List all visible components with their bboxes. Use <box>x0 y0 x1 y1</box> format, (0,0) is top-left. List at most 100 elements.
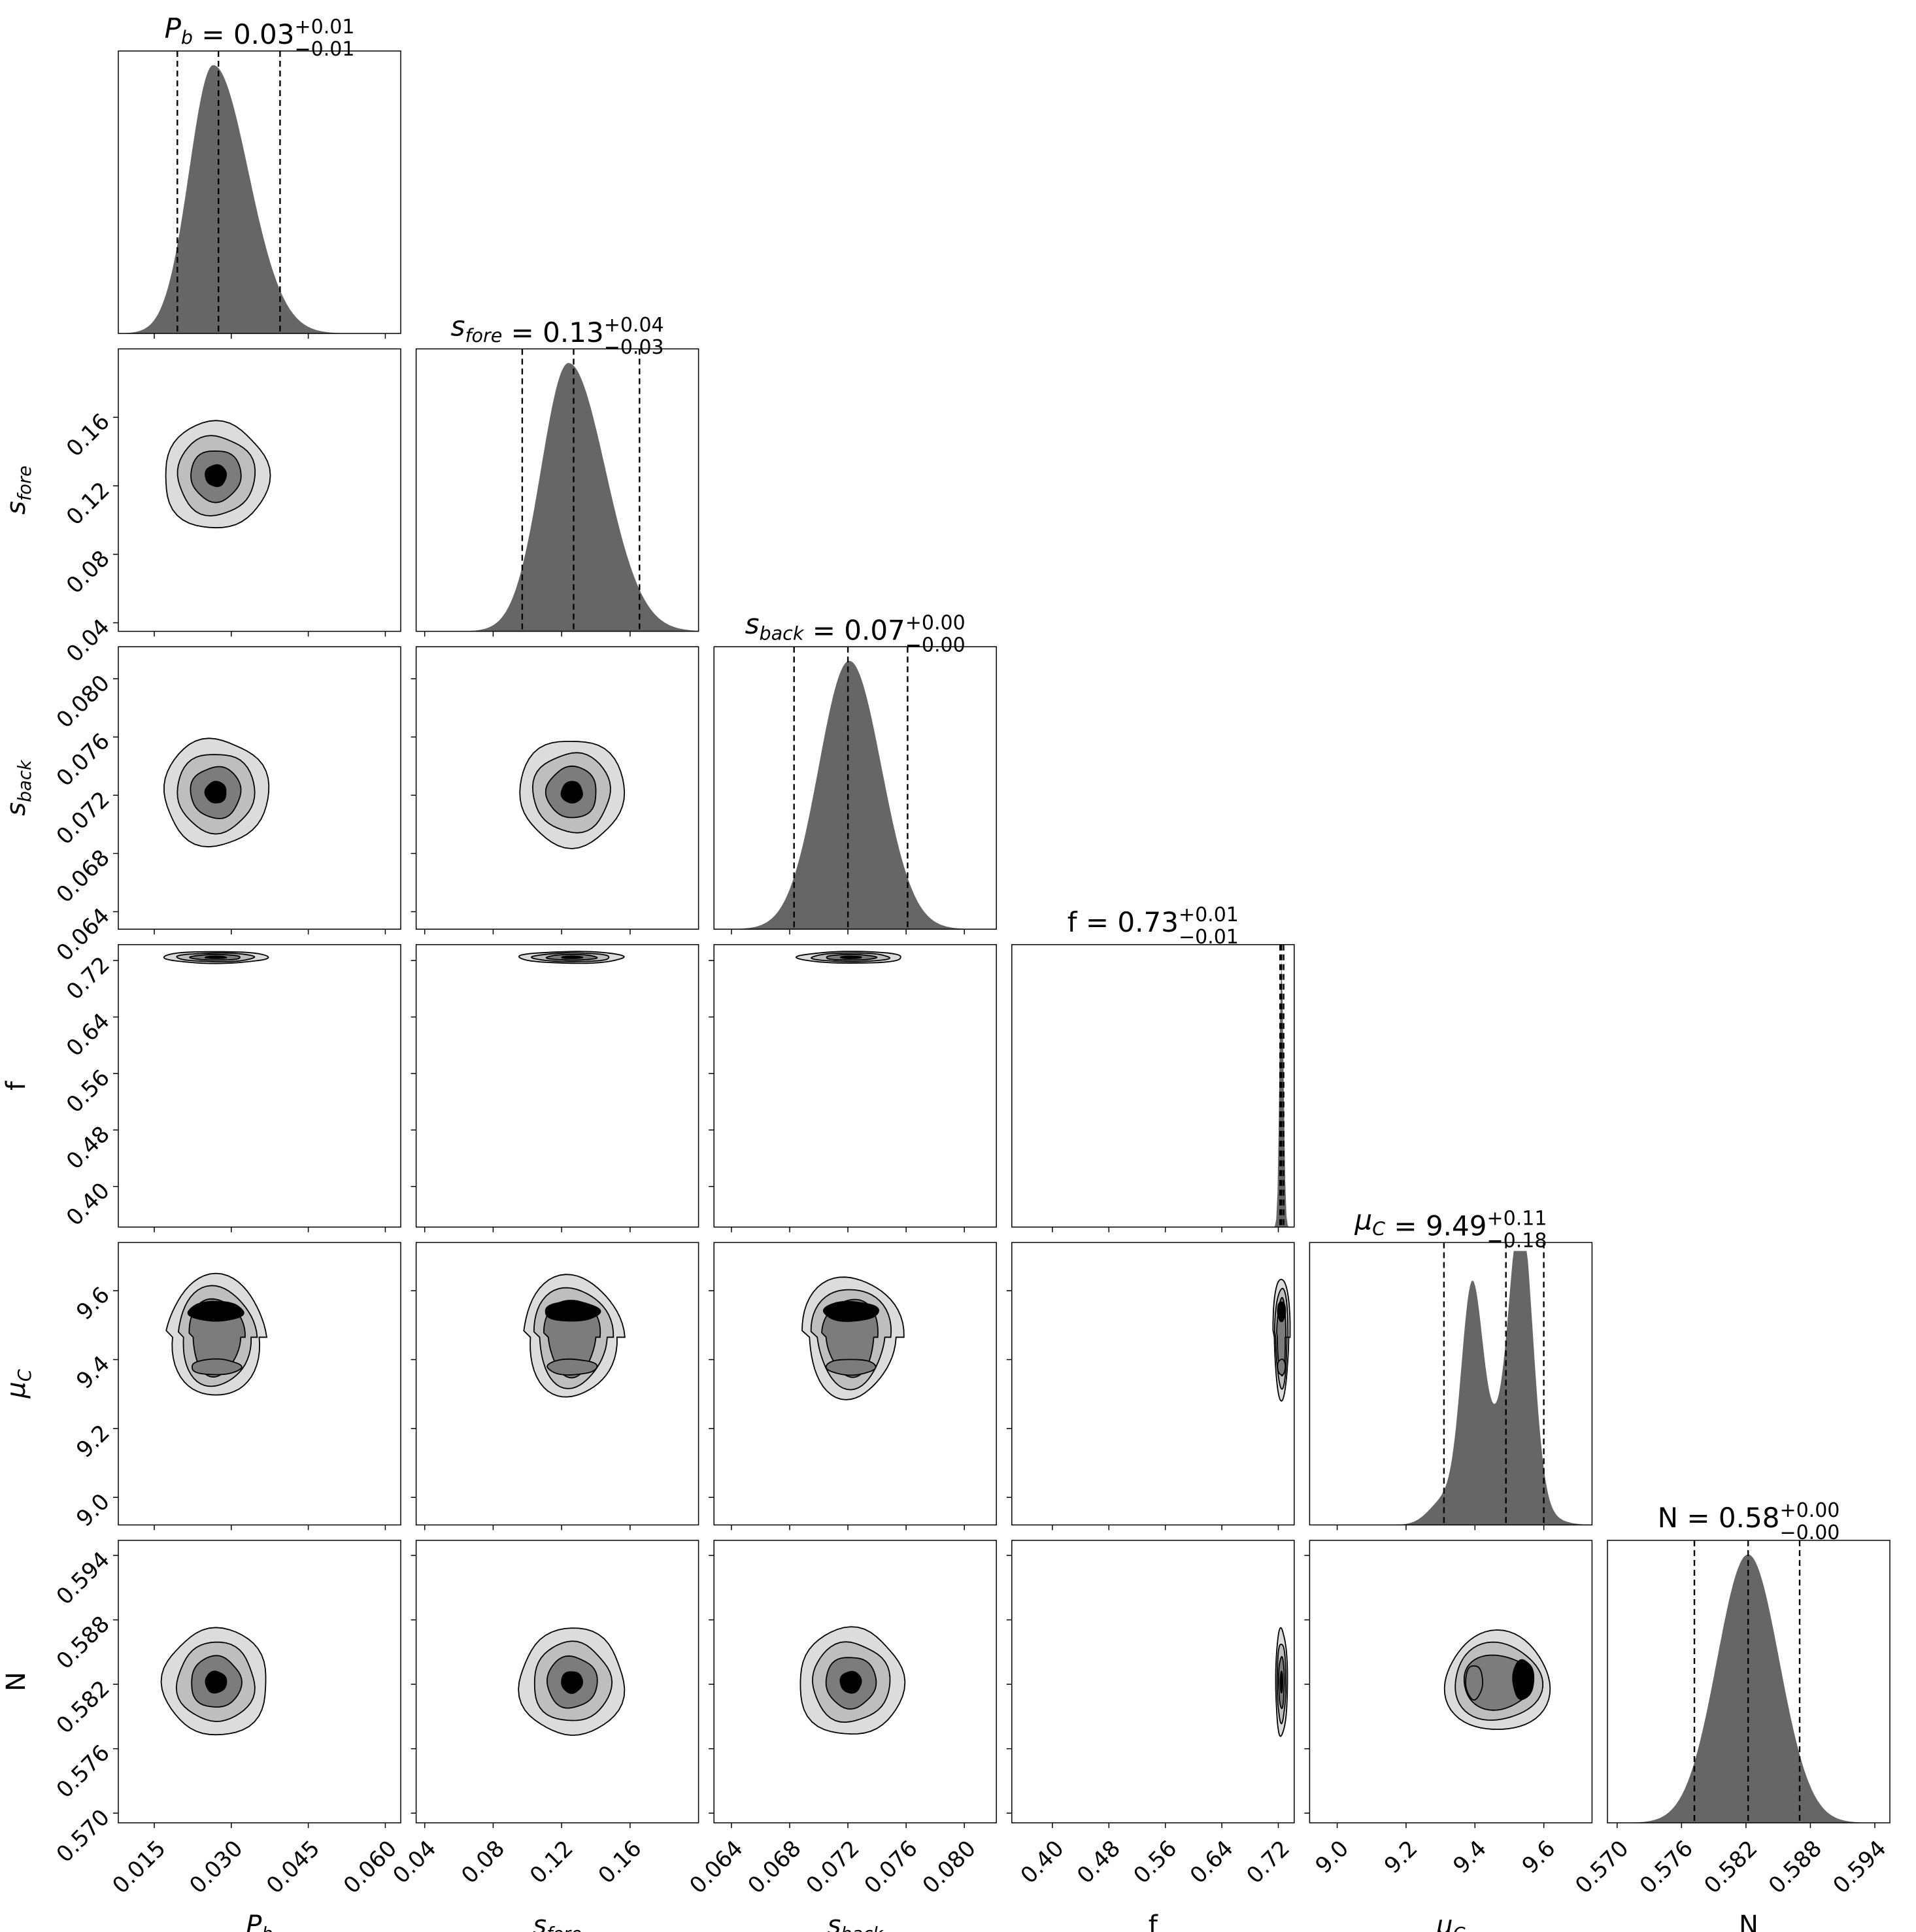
panel-frame-sback-N <box>713 1540 997 1823</box>
contour-sback-f <box>795 951 901 964</box>
contour-level-3 <box>205 1670 227 1694</box>
contour-peak-lower <box>825 1359 877 1376</box>
contour-Pb-sback <box>163 737 270 848</box>
x-tick-label-N: 0.582 <box>1699 1835 1762 1899</box>
frame-layer <box>113 50 1891 1828</box>
panel-frame-muC-muC <box>1309 1242 1593 1526</box>
panel-frame-f-muC <box>1011 1242 1295 1526</box>
contour-level-3 <box>839 955 862 960</box>
contour-sback-muC <box>801 1276 905 1400</box>
x-tick-label-Pb: 0.015 <box>107 1835 171 1899</box>
x-tick-label-N: 0.588 <box>1764 1835 1827 1899</box>
panel-frame-Pb-sfore <box>118 348 401 632</box>
y-tick-label-f: 0.56 <box>61 1064 115 1118</box>
panel-frame-Pb-muC <box>118 1242 401 1526</box>
text-layer: Pb = 0.03+0.01 −0.010.015 0.030 0.045 0.060P… <box>1 12 1892 1932</box>
panel-frame-Pb-sback <box>118 646 401 930</box>
x-tick-label-f: 0.56 <box>1128 1835 1182 1889</box>
contour-level-3 <box>204 781 227 804</box>
y-tick-label-sfore: 0.16 <box>61 409 115 462</box>
panel-frame-f-f <box>1011 944 1295 1228</box>
hist-sback <box>714 647 997 930</box>
y-axis-label-sfore: sfore <box>1 466 35 515</box>
y-tick-label-muC: 9.6 <box>71 1282 115 1326</box>
x-axis-label-muC: μC <box>1436 1910 1465 1932</box>
contour-peak-lower <box>546 1358 598 1376</box>
hist-sfore <box>416 348 699 632</box>
x-tick-label-muC: 9.4 <box>1448 1835 1492 1879</box>
contour-level-3 <box>560 781 583 804</box>
y-tick-label-sfore: 0.12 <box>61 477 115 531</box>
y-tick-label-sback: 0.080 <box>52 670 115 734</box>
y-tick-label-muC: 9.0 <box>71 1489 115 1533</box>
panel-frame-sfore-muC <box>415 1242 699 1526</box>
fill-layer <box>118 51 1890 1823</box>
x-axis-label-N: N <box>1739 1910 1758 1932</box>
y-tick-label-sfore: 0.04 <box>61 614 115 668</box>
panel-frame-sback-sback <box>713 646 997 930</box>
contour-peak-lower <box>1277 1358 1286 1376</box>
x-tick-label-sfore: 0.08 <box>456 1835 510 1889</box>
panel-frame-sfore-sback <box>415 646 699 930</box>
contour-Pb-muC <box>165 1272 268 1396</box>
hist-area-sback <box>714 660 997 930</box>
contour-Pb-N <box>160 1627 267 1736</box>
contour-peak-right <box>1512 1659 1535 1701</box>
y-tick-label-sback: 0.064 <box>52 903 115 966</box>
hist-N <box>1607 1540 1890 1823</box>
contour-peak-upper <box>545 1300 601 1322</box>
contour-level-3 <box>839 1670 862 1694</box>
contour-peak-left <box>1465 1665 1484 1701</box>
hist-area-f <box>1011 959 1294 1227</box>
y-tick-label-f: 0.48 <box>61 1121 115 1175</box>
x-tick-label-N: 0.576 <box>1635 1835 1698 1899</box>
x-tick-label-f: 0.48 <box>1072 1835 1126 1889</box>
x-axis-label-sback: sback <box>827 1910 884 1932</box>
x-tick-label-f: 0.72 <box>1241 1835 1295 1889</box>
panel-frame-sback-muC <box>713 1242 997 1526</box>
panel-frame-Pb-f <box>118 944 401 1228</box>
y-tick-label-muC: 9.4 <box>71 1351 115 1395</box>
y-tick-label-N: 0.570 <box>52 1805 115 1868</box>
title-Pb: Pb = 0.03+0.01 −0.01 <box>165 12 355 61</box>
hist-muC <box>1309 1242 1592 1525</box>
title-N: N = 0.58+0.00 −0.00 <box>1658 1499 1840 1544</box>
y-axis-label-f: f <box>1 1081 31 1091</box>
contour-sfore-sback <box>519 741 626 849</box>
panel-frame-Pb-Pb <box>118 50 401 334</box>
x-tick-label-sfore: 0.16 <box>594 1835 647 1889</box>
x-tick-label-sback: 0.064 <box>684 1835 748 1899</box>
contour-sfore-N <box>518 1627 626 1737</box>
contour-f-N <box>1275 1627 1288 1737</box>
y-tick-label-N: 0.594 <box>52 1546 115 1610</box>
y-axis-label-N: N <box>1 1672 31 1691</box>
y-tick-label-f: 0.64 <box>61 1008 115 1062</box>
contour-peak-upper <box>187 1300 244 1322</box>
panel-frame-Pb-N <box>118 1540 401 1823</box>
contour-level-3 <box>561 955 584 959</box>
y-axis-label-sback: sback <box>1 759 35 816</box>
hist-area-sfore <box>416 363 699 632</box>
contour-level-3 <box>561 1671 584 1694</box>
panel-frame-N-N <box>1607 1540 1891 1823</box>
x-axis-label-f: f <box>1149 1910 1158 1932</box>
title-f: f = 0.73+0.01 −0.01 <box>1067 904 1239 949</box>
x-tick-label-Pb: 0.045 <box>261 1835 325 1899</box>
panel-frame-sback-f <box>713 944 997 1228</box>
title-sback: sback = 0.07+0.00 −0.00 <box>745 608 966 656</box>
title-muC: μC = 9.49+0.11 −0.18 <box>1354 1204 1547 1252</box>
panel-frame-f-N <box>1011 1540 1295 1823</box>
x-tick-label-Pb: 0.030 <box>184 1835 248 1899</box>
panel-frame-sfore-N <box>415 1540 699 1823</box>
hist-f <box>1011 944 1294 1227</box>
contour-f-muC <box>1272 1278 1291 1402</box>
x-tick-label-f: 0.64 <box>1185 1835 1239 1889</box>
y-tick-label-N: 0.588 <box>52 1611 115 1674</box>
y-tick-label-muC: 9.2 <box>71 1419 115 1463</box>
panel-frame-sfore-f <box>415 944 699 1228</box>
x-tick-label-muC: 9.6 <box>1517 1835 1561 1879</box>
x-tick-label-N: 0.594 <box>1828 1835 1891 1899</box>
x-tick-label-f: 0.40 <box>1016 1835 1069 1889</box>
y-tick-label-N: 0.582 <box>52 1676 115 1739</box>
hist-Pb <box>118 51 401 333</box>
